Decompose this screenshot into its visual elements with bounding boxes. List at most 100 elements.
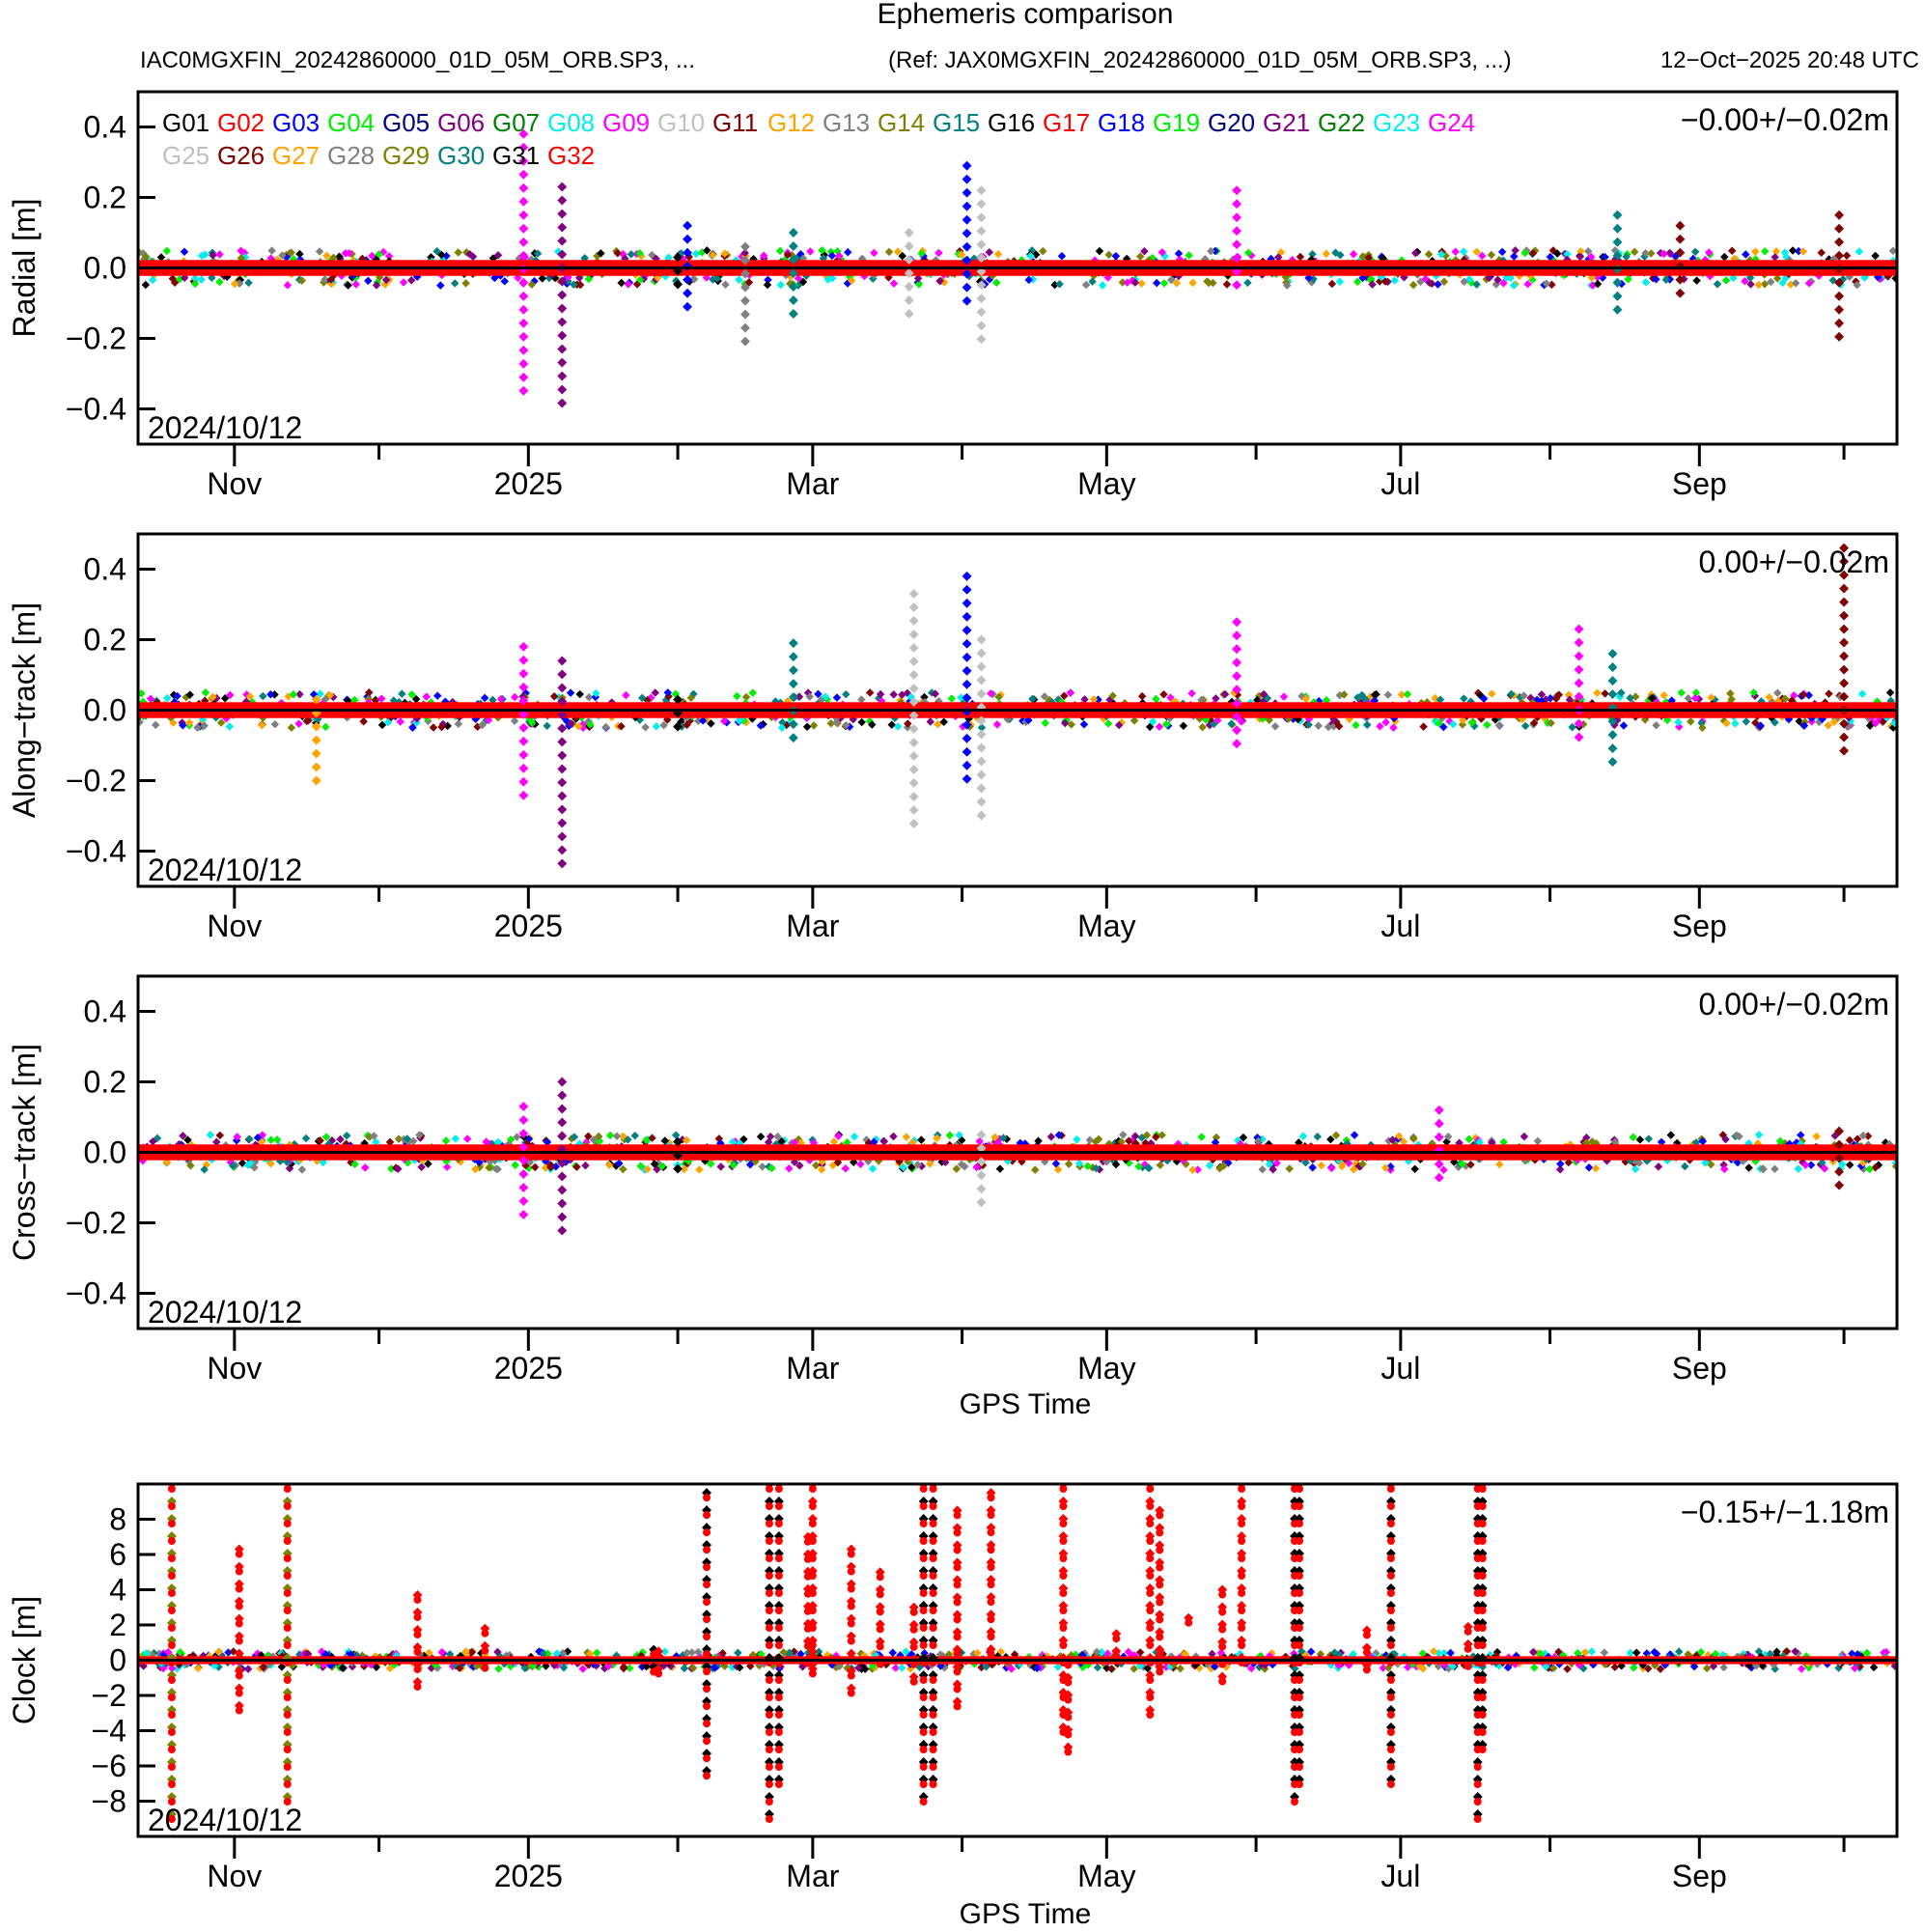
spike-point — [283, 1537, 292, 1545]
scatter-point — [190, 274, 200, 283]
scatter-point — [437, 1647, 447, 1657]
spike-point — [1574, 664, 1584, 675]
scatter-point — [1647, 249, 1656, 258]
scatter-point — [1720, 252, 1729, 262]
scatter-point — [1842, 251, 1852, 260]
spike-point — [909, 1625, 918, 1634]
spike-series — [234, 1544, 244, 1715]
spike-point — [808, 1502, 817, 1510]
scatter-point — [898, 690, 906, 699]
scatter-point — [1617, 688, 1626, 697]
spike-point — [1839, 678, 1850, 688]
spike-point — [1434, 1118, 1444, 1129]
scatter-point — [1759, 1164, 1768, 1174]
legend-entry: G03 — [272, 108, 320, 137]
y-tick-label: 0.2 — [84, 181, 126, 215]
scatter-point — [1574, 1648, 1582, 1658]
spike-series — [480, 1623, 490, 1672]
spike-point — [1146, 1502, 1155, 1510]
spike-point — [518, 790, 529, 800]
spike-point — [1146, 1624, 1155, 1632]
spike-point — [1478, 1589, 1487, 1597]
spike-point — [976, 675, 987, 686]
spike-point — [953, 1685, 962, 1694]
spike-point — [1607, 649, 1618, 659]
scatter-point — [1591, 1163, 1601, 1173]
spike-series — [1145, 1484, 1156, 1719]
scatter-point — [549, 691, 559, 701]
spike-point — [803, 1572, 812, 1581]
scatter-point — [1466, 1161, 1475, 1169]
spike-point — [808, 1669, 817, 1678]
scatter-point — [1137, 279, 1146, 288]
spike-series — [1111, 1629, 1122, 1661]
spike-point — [1232, 698, 1242, 709]
scatter-point — [1780, 694, 1790, 703]
scatter-point — [796, 1649, 805, 1659]
spike-point — [1386, 1728, 1395, 1736]
scatter-point — [1381, 1163, 1390, 1172]
spike-point — [953, 1702, 962, 1711]
spike-point — [703, 1511, 711, 1520]
spike-point — [1478, 1607, 1487, 1614]
scatter-point — [999, 1134, 1008, 1142]
scatter-point — [1794, 246, 1803, 256]
spike-point — [167, 1485, 176, 1493]
scatter-point — [1630, 247, 1639, 257]
spike-point — [1478, 1641, 1487, 1649]
spike-point — [1146, 1676, 1155, 1684]
scatter-point — [1185, 251, 1193, 260]
scatter-point — [215, 1131, 225, 1140]
spike-point — [557, 384, 568, 395]
scatter-point — [1537, 690, 1547, 699]
spike-point — [1238, 1589, 1246, 1597]
spike-point — [518, 668, 529, 679]
scatter-point — [985, 247, 994, 257]
spike-point — [557, 1158, 568, 1168]
spike-point — [283, 1520, 292, 1527]
scatter-point — [1219, 1162, 1228, 1170]
scatter-point — [1188, 1165, 1197, 1174]
spike-point — [557, 222, 568, 233]
scatter-point — [1837, 1160, 1847, 1169]
scatter-point — [1304, 720, 1313, 729]
scatter-point — [795, 1162, 804, 1170]
scatter-point — [689, 275, 699, 284]
x-tick-label: 2025 — [494, 909, 563, 943]
scatter-point — [720, 249, 729, 258]
spike-point — [962, 174, 972, 184]
spike-series — [1839, 543, 1850, 756]
spike-point — [876, 1590, 884, 1599]
scatter-point — [1089, 695, 1099, 704]
spike-point — [673, 1163, 683, 1174]
scatter-point — [342, 1132, 351, 1140]
spike-point — [557, 1090, 568, 1101]
spike-point — [953, 1563, 962, 1572]
scatter-point — [1313, 1132, 1322, 1141]
scatter-point — [399, 278, 408, 287]
spike-point — [518, 304, 529, 315]
scatter-point — [1409, 1134, 1418, 1143]
spike-point — [953, 1615, 962, 1624]
scatter-point — [1568, 722, 1576, 732]
x-tick-label: Jul — [1380, 466, 1420, 501]
spike-point — [683, 247, 693, 258]
spike-point — [987, 1494, 995, 1502]
scatter-point — [584, 692, 594, 702]
scatter-point — [680, 1164, 688, 1174]
scatter-point — [955, 1131, 963, 1139]
scatter-point — [1511, 246, 1520, 255]
spike-point — [518, 277, 529, 288]
spike-point — [1386, 1624, 1395, 1632]
x-tick-label: May — [1077, 909, 1135, 943]
scatter-point — [913, 1161, 922, 1169]
scatter-point — [1383, 690, 1393, 699]
scatter-point — [811, 1161, 821, 1170]
scatter-point — [368, 251, 376, 261]
spike-point — [976, 1197, 987, 1208]
scatter-point — [454, 248, 462, 257]
spike-point — [976, 185, 987, 196]
spike-point — [1834, 331, 1845, 342]
scatter-point — [1108, 691, 1117, 700]
